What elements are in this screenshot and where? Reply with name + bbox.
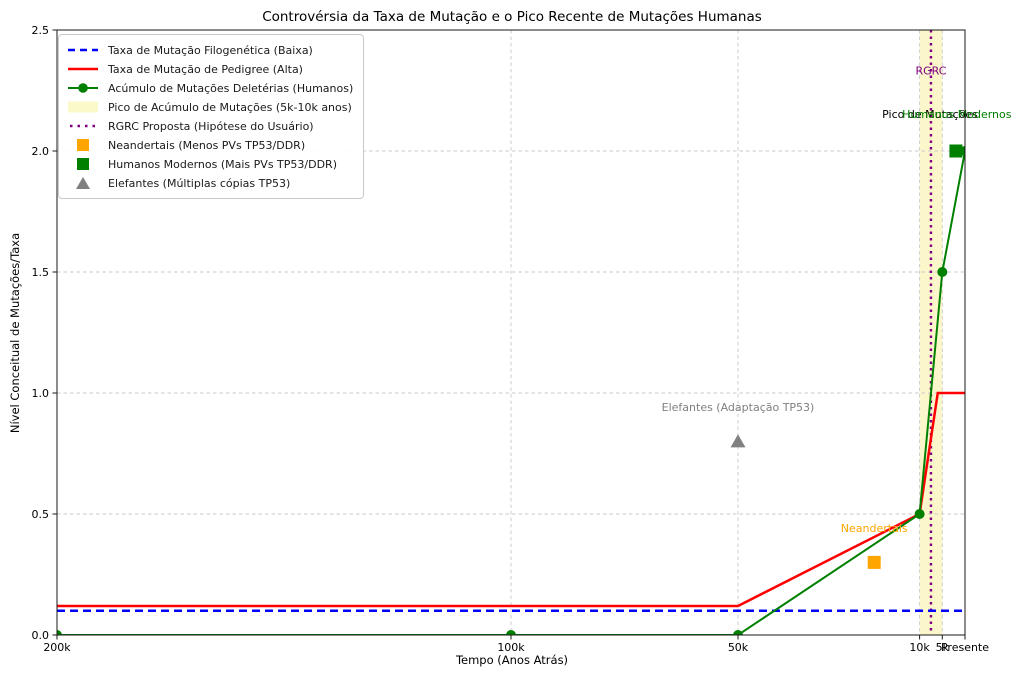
x-axis-label: Tempo (Anos Atrás) <box>455 653 569 667</box>
legend-line-icon <box>68 67 98 71</box>
y-tick-label: 1.0 <box>32 387 50 400</box>
x-tick-label: 10k <box>909 641 930 654</box>
series-marker-circle <box>506 630 516 635</box>
legend-triangle-icon <box>76 177 90 189</box>
annotation-text: Humanos Modernos <box>902 108 1012 121</box>
x-tick-label: 5k <box>936 641 950 654</box>
legend-patch-icon <box>68 101 98 113</box>
legend-dotted-line-icon <box>70 124 98 128</box>
annotation-text: Pico de Mutações <box>882 108 978 121</box>
chart-title: Controvérsia da Taxa de Mutação e o Pico… <box>262 9 762 25</box>
legend-item-label: Humanos Modernos (Mais PVs TP53/DDR) <box>108 157 337 171</box>
legend-item: Humanos Modernos (Mais PVs TP53/DDR) <box>66 155 353 173</box>
legend-item: Pico de Acúmulo de Mutações (5k-10k anos… <box>66 98 353 116</box>
legend-item: Neandertais (Menos PVs TP53/DDR) <box>66 136 353 154</box>
legend-item: Elefantes (Múltiplas cópias TP53) <box>66 174 353 192</box>
annotation-text: Neandertais <box>841 522 908 535</box>
legend-item: Taxa de Mutação de Pedigree (Alta) <box>66 60 353 78</box>
legend-dashed-line-icon <box>68 48 98 52</box>
legend-item-label: Neandertais (Menos PVs TP53/DDR) <box>108 138 306 152</box>
scatter-square <box>949 144 963 158</box>
legend-item-label: Acúmulo de Mutações Deletérias (Humanos) <box>108 81 354 95</box>
legend-item-label: Taxa de Mutação de Pedigree (Alta) <box>108 62 303 76</box>
legend: Taxa de Mutação Filogenética (Baixa) Taxa… <box>58 34 365 199</box>
x-tick-label: 50k <box>728 641 749 654</box>
legend-item: Acúmulo de Mutações Deletérias (Humanos) <box>66 79 353 97</box>
legend-line-circle-icon <box>68 83 98 93</box>
legend-item-label: RGRC Proposta (Hipótese do Usuário) <box>108 119 314 133</box>
annotation-text: Elefantes (Adaptação TP53) <box>662 401 815 414</box>
y-tick-label: 2.0 <box>32 145 50 158</box>
y-tick-label: 0.0 <box>32 629 50 642</box>
series-line-2 <box>57 150 965 635</box>
x-tick-label: 100k <box>497 641 525 654</box>
series-marker-circle <box>57 630 62 635</box>
y-tick-label: 1.5 <box>32 266 50 279</box>
legend-item: RGRC Proposta (Hipótese do Usuário) <box>66 117 353 135</box>
y-tick-label: 0.5 <box>32 508 50 521</box>
series-marker-circle <box>733 630 743 635</box>
legend-square-icon <box>77 158 89 170</box>
x-tick-label: 200k <box>43 641 71 654</box>
scatter-square <box>867 555 881 569</box>
legend-item-label: Taxa de Mutação Filogenética (Baixa) <box>108 43 313 57</box>
series-marker-circle <box>937 267 948 277</box>
annotation-text: RGRC <box>915 65 946 78</box>
legend-item: Taxa de Mutação Filogenética (Baixa) <box>66 41 353 59</box>
scatter-triangle <box>730 434 746 448</box>
y-tick-label: 2.5 <box>32 24 50 37</box>
legend-item-label: Elefantes (Múltiplas cópias TP53) <box>108 176 291 190</box>
legend-item-label: Pico de Acúmulo de Mutações (5k-10k anos… <box>108 100 352 114</box>
legend-square-icon <box>77 139 89 151</box>
y-axis-label: Nível Conceitual de Mutações/Taxa <box>8 232 22 434</box>
series-marker-circle <box>914 509 925 519</box>
x-tick-label: Presente <box>941 641 989 654</box>
